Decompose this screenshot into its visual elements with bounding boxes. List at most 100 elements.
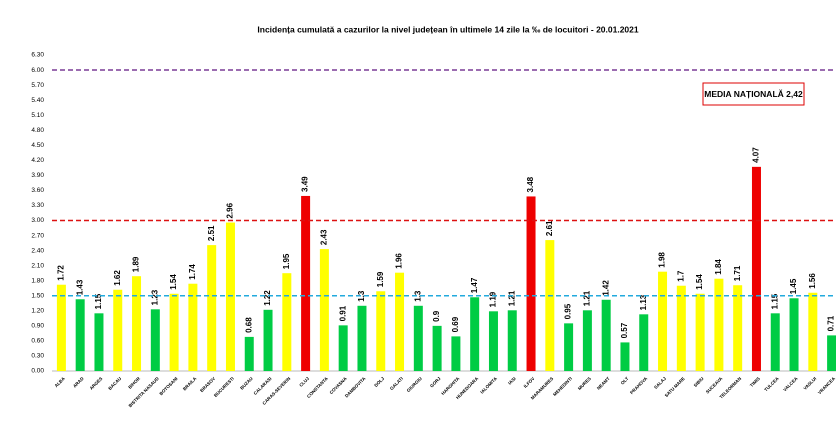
y-tick-label: 0.00: [31, 368, 44, 375]
bar: [770, 313, 780, 371]
value-label: 1.15: [94, 293, 103, 309]
bar: [695, 293, 705, 371]
value-label: 1.71: [733, 265, 742, 281]
y-tick-label: 6.30: [31, 52, 44, 59]
value-label: 1.19: [489, 291, 498, 307]
y-tick-label: 3.90: [31, 172, 44, 179]
bar: [113, 289, 123, 371]
y-tick-label: 3.60: [31, 187, 44, 194]
bar: [564, 323, 574, 371]
value-label: 1.54: [695, 274, 704, 290]
annotation-box: [702, 82, 805, 106]
value-label: 1.62: [113, 270, 122, 286]
value-label: 0.69: [451, 316, 460, 332]
value-label: 0.71: [827, 315, 836, 331]
y-tick-label: 3.00: [31, 217, 44, 224]
value-label: 1.45: [789, 278, 798, 294]
annotation: MEDIA NAȚIONALĂ 2,42: [704, 89, 803, 99]
y-tick-label: 4.80: [31, 127, 44, 134]
bar: [263, 309, 273, 371]
bar: [338, 325, 348, 371]
bar: [169, 293, 179, 371]
bar: [207, 245, 217, 371]
bar: [395, 272, 405, 371]
value-label: 1.95: [282, 253, 291, 269]
x-tick-label: OLT: [620, 376, 630, 386]
value-label: 3.49: [301, 176, 310, 192]
bar: [808, 292, 818, 371]
value-label: 0.68: [244, 317, 253, 333]
value-label: 1.89: [132, 256, 141, 272]
y-tick-label: 2.40: [31, 247, 44, 254]
chart-title: Incidența cumulată a cazurilor la nivel …: [257, 24, 638, 34]
y-tick-label: 0.90: [31, 323, 44, 330]
y-tick-label: 2.10: [31, 262, 44, 269]
value-label: 1.59: [376, 271, 385, 287]
bar: [658, 271, 668, 371]
value-label: 1.15: [770, 293, 779, 309]
bar: [507, 310, 517, 371]
value-label: 2.51: [207, 225, 216, 241]
bar: [733, 285, 743, 371]
y-tick-label: 3.30: [31, 202, 44, 209]
value-label: 1.22: [263, 290, 272, 306]
value-label: 1.96: [395, 253, 404, 269]
value-label: 4.07: [752, 147, 761, 163]
value-label: 0.9: [432, 310, 441, 322]
bar: [676, 285, 686, 371]
value-label: 2.61: [545, 220, 554, 236]
bar: [751, 166, 761, 371]
y-tick-label: 4.50: [31, 142, 44, 149]
value-label: 1.98: [658, 252, 667, 268]
y-tick-label: 1.80: [31, 277, 44, 284]
value-label: 1.7: [676, 270, 685, 282]
bar: [714, 278, 724, 371]
bar: [94, 313, 104, 371]
bar: [244, 336, 254, 371]
y-tick-label: 4.20: [31, 157, 44, 164]
bar: [639, 314, 649, 371]
x-tick-label: IASI: [507, 376, 517, 386]
value-label: 1.3: [357, 290, 366, 302]
value-label: 0.91: [338, 305, 347, 321]
value-label: 1.13: [639, 294, 648, 310]
bar: [789, 298, 799, 371]
y-tick-label: 0.60: [31, 338, 44, 345]
y-tick-label: 5.10: [31, 112, 44, 119]
bar: [601, 299, 611, 371]
bar: [75, 299, 85, 371]
value-label: 1.74: [188, 264, 197, 280]
y-tick-label: 1.50: [31, 292, 44, 299]
value-label: 1.23: [150, 289, 159, 305]
bar: [545, 240, 555, 371]
value-label: 1.47: [470, 277, 479, 293]
bar: [56, 284, 66, 371]
value-label: 1.43: [75, 279, 84, 295]
bar: [432, 325, 442, 371]
bar: [470, 297, 480, 371]
value-label: 0.57: [620, 322, 629, 338]
bar: [225, 222, 235, 371]
y-tick-label: 0.30: [31, 353, 44, 360]
value-label: 1.84: [714, 259, 723, 275]
value-label: 1.72: [57, 265, 66, 281]
bar: [582, 310, 592, 371]
y-tick-label: 1.20: [31, 308, 44, 315]
bar: [282, 273, 292, 371]
value-label: 1.3: [413, 290, 422, 302]
bar: [150, 309, 160, 371]
y-tick-label: 2.70: [31, 232, 44, 239]
bar: [376, 291, 386, 371]
value-label: 1.42: [601, 280, 610, 296]
bar: [413, 305, 423, 371]
bar: [827, 335, 836, 371]
y-tick-label: 5.40: [31, 97, 44, 104]
bar: [301, 195, 311, 371]
bar: [188, 283, 198, 371]
value-label: 2.96: [226, 202, 235, 218]
y-tick-label: 5.70: [31, 82, 44, 89]
bar: [488, 311, 498, 371]
value-label: 1.56: [808, 273, 817, 289]
value-label: 2.43: [320, 229, 329, 245]
